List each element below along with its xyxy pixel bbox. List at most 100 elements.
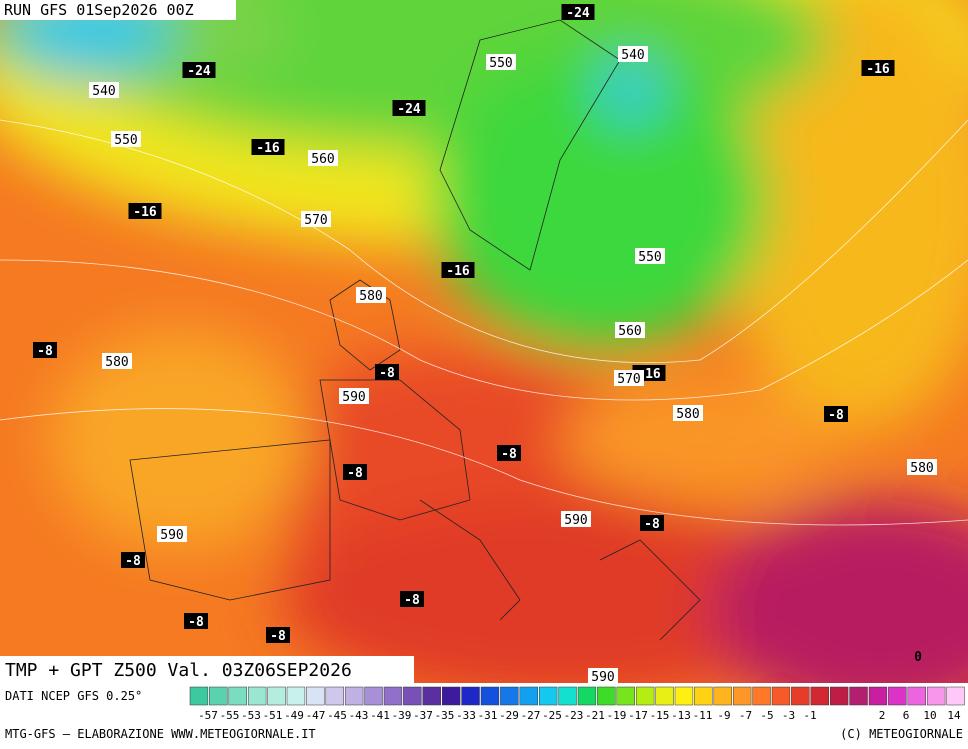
height-label: 570 — [304, 213, 327, 228]
legend-tick: -35 — [435, 709, 455, 722]
temp-label-box — [824, 406, 848, 422]
temp-label: -8 — [188, 615, 204, 630]
run-info: RUN GFS 01Sep2026 00Z — [4, 1, 194, 19]
legend-swatch — [752, 686, 771, 706]
legend-swatch — [364, 686, 383, 706]
legend-tick: -49 — [284, 709, 304, 722]
legend-swatch — [635, 686, 655, 706]
temp-label-box — [182, 62, 216, 78]
map — [0, 0, 968, 683]
height-label-box — [588, 668, 618, 684]
caption-box — [0, 656, 414, 683]
temp-label: -16 — [866, 62, 890, 77]
legend-swatch — [655, 686, 674, 706]
height-label: 540 — [621, 48, 644, 63]
legend-tick: -23 — [564, 709, 584, 722]
legend-tick: -29 — [499, 709, 519, 722]
height-label-box — [614, 370, 644, 386]
legend-tick: -17 — [628, 709, 648, 722]
height-label-box — [356, 287, 386, 303]
legend-tick: -31 — [478, 709, 498, 722]
temp-label-box — [251, 139, 285, 155]
temp-label: -24 — [566, 6, 590, 21]
legend-swatch — [888, 686, 907, 706]
legend-swatch — [538, 686, 558, 706]
temp-label-box — [375, 364, 399, 380]
temp-label-box — [561, 4, 595, 20]
legend-swatch — [519, 686, 538, 706]
legend-swatch — [926, 686, 946, 706]
height-label-box — [102, 353, 132, 369]
legend-tick: -53 — [241, 709, 261, 722]
temp-label-box — [400, 591, 424, 607]
legend-swatch — [209, 686, 228, 706]
legend-tick: -21 — [585, 709, 605, 722]
temp-label-box — [497, 445, 521, 461]
legend-tick: -3 — [782, 709, 795, 722]
legend-tick: -25 — [542, 709, 562, 722]
legend-swatch — [694, 686, 713, 706]
legend-swatch — [422, 686, 441, 706]
temp-label: -8 — [828, 408, 844, 423]
legend-swatch — [441, 686, 461, 706]
legend-tick: -13 — [671, 709, 691, 722]
legend-swatch — [946, 686, 965, 706]
legend-tick: -1 — [803, 709, 816, 722]
legend-tick: 2 — [879, 709, 886, 722]
legend-tick: -7 — [739, 709, 752, 722]
legend-swatch — [791, 686, 810, 706]
temp-label: -8 — [125, 554, 141, 569]
legend-tick: -51 — [263, 709, 283, 722]
legend-tick: -15 — [650, 709, 670, 722]
temp-label-box — [343, 464, 367, 480]
temp-label-box — [33, 342, 57, 358]
temp-label: -8 — [404, 593, 420, 608]
height-label-box — [301, 211, 331, 227]
height-label: 580 — [359, 289, 382, 304]
height-label: 540 — [92, 84, 115, 99]
legend-swatch — [597, 686, 616, 706]
legend-swatch — [810, 686, 829, 706]
legend-tick: -57 — [198, 709, 218, 722]
temp-label: -8 — [37, 344, 53, 359]
legend-swatch — [829, 686, 849, 706]
temp-label-box — [640, 515, 664, 531]
temp-label: -16 — [256, 141, 280, 156]
temp-label: -8 — [270, 629, 286, 644]
legend-swatch — [868, 686, 888, 706]
legend-swatch — [228, 686, 247, 706]
legend-tick: 6 — [903, 709, 910, 722]
legend-tick: -11 — [693, 709, 713, 722]
height-label-box — [635, 248, 665, 264]
legend-swatch — [189, 686, 209, 706]
height-label: 590 — [160, 528, 183, 543]
height-label: 560 — [618, 324, 641, 339]
legend-swatch — [286, 686, 306, 706]
temp-label-box — [861, 60, 895, 76]
data-source: DATI NCEP GFS 0.25° — [5, 689, 142, 703]
legend-tick: -39 — [392, 709, 412, 722]
height-label: 550 — [638, 250, 661, 265]
temp-label-box — [441, 262, 475, 278]
legend-tick: -45 — [327, 709, 347, 722]
copyright: (C) METEOGIORNALE — [840, 727, 963, 741]
temp-label: -24 — [187, 64, 211, 79]
height-label: 560 — [311, 152, 334, 167]
temp-label-box — [128, 203, 162, 219]
height-label-box — [486, 54, 516, 70]
legend-swatch — [306, 686, 325, 706]
legend-swatch — [461, 686, 480, 706]
height-label-box — [111, 131, 141, 147]
legend-swatch — [558, 686, 577, 706]
temp-label-box — [121, 552, 145, 568]
temp-label: 0 — [914, 650, 922, 665]
legend-swatch — [713, 686, 732, 706]
map-caption: TMP + GPT Z500 Val. 03Z06SEP2026 — [5, 660, 352, 681]
temp-label: -8 — [379, 366, 395, 381]
height-label: 590 — [342, 390, 365, 405]
legend-tick: 10 — [923, 709, 936, 722]
legend-swatch — [267, 686, 286, 706]
height-label: 550 — [114, 133, 137, 148]
legend-tick: -19 — [607, 709, 627, 722]
